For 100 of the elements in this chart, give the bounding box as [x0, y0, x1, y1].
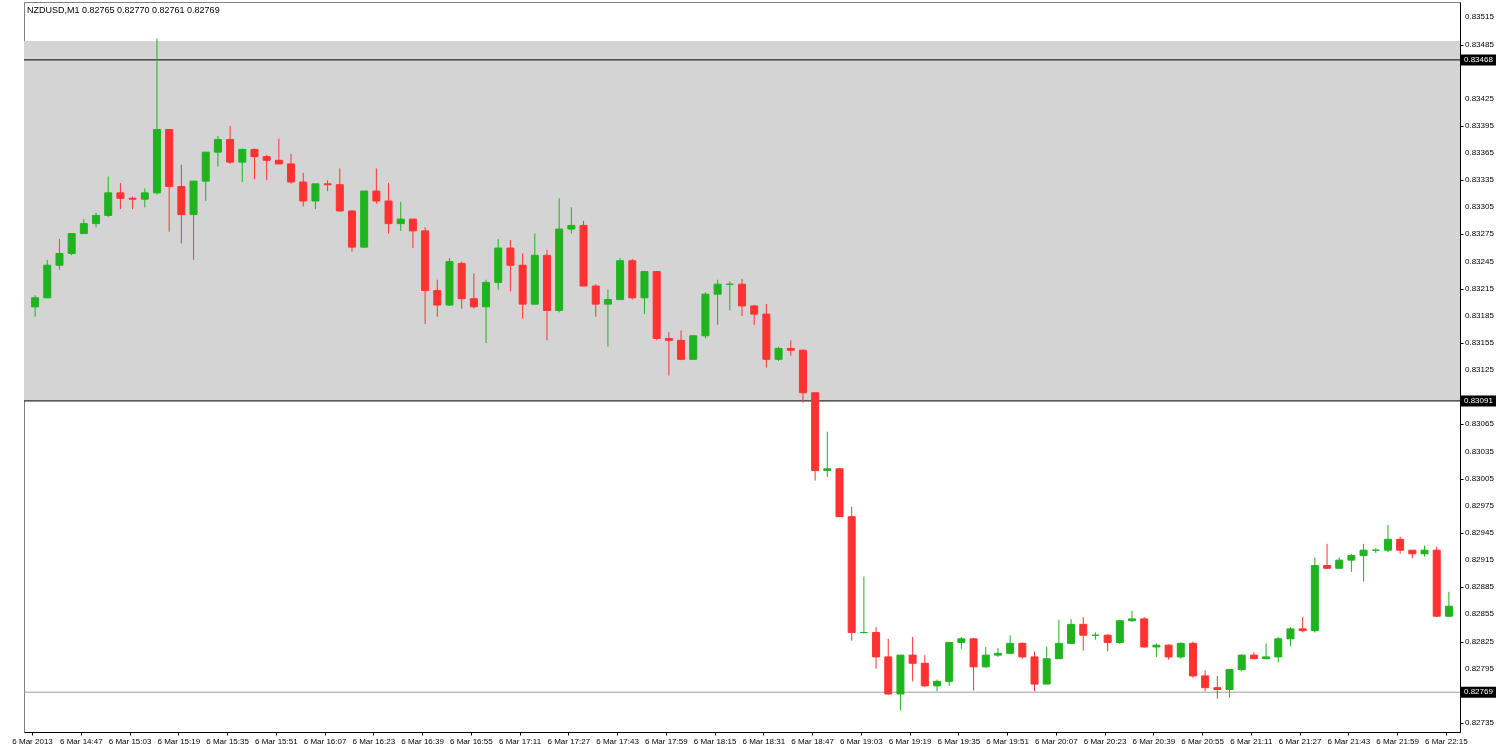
x-tick-label: 6 Mar 17:11: [499, 736, 542, 746]
x-tick-label: 6 Mar 18:47: [791, 736, 835, 746]
candlestick: [823, 431, 832, 478]
candlestick: [104, 176, 113, 218]
x-tick-label: 6 Mar 22:15: [1425, 736, 1469, 746]
candlestick: [433, 279, 442, 318]
candlestick: [506, 239, 515, 292]
candlestick: [738, 278, 746, 317]
candlestick: [213, 135, 222, 168]
y-tick-label: 0.82885: [1465, 582, 1495, 592]
candlestick: [116, 182, 125, 210]
candlestick: [226, 125, 235, 165]
candlestick: [287, 153, 296, 185]
candlestick: [1006, 634, 1015, 654]
candlestick: [1054, 619, 1063, 660]
candlestick: [1079, 616, 1088, 652]
y-tick-label: 0.83395: [1465, 120, 1495, 130]
x-tick-label: 6 Mar 14:47: [59, 736, 104, 746]
y-tick-label: 0.83215: [1465, 283, 1495, 293]
y-tick-label: 0.83125: [1465, 365, 1495, 375]
candlestick: [262, 154, 271, 181]
y-tick-label: 0.82975: [1465, 500, 1495, 510]
candlestick: [1201, 669, 1210, 692]
candlestick: [1225, 669, 1234, 699]
candlestick: [1383, 524, 1392, 553]
y-tick-label: 0.83485: [1465, 39, 1495, 49]
y-tick-label: 0.83305: [1465, 202, 1495, 212]
x-tick-label: 6 Mar 17:43: [596, 736, 640, 746]
x-tick-label: 6 Mar 15:51: [254, 736, 299, 746]
candlestick: [664, 331, 673, 377]
y-tick-label: 0.83065: [1465, 419, 1495, 429]
candlestick: [689, 334, 698, 360]
x-tick-label: 6 Mar 20:07: [1034, 736, 1079, 746]
x-tick-label: 6 Mar 16:23: [352, 736, 396, 746]
candlestick: [408, 218, 417, 249]
y-tick-label: 0.83185: [1465, 310, 1495, 320]
y-tick-label: 0.83005: [1465, 473, 1495, 483]
x-tick-label: 6 Mar 15:19: [157, 736, 201, 746]
candlestick: [603, 289, 612, 348]
x-tick-label: 6 Mar 2013: [12, 736, 54, 746]
y-tick-label: 0.83425: [1465, 93, 1495, 103]
x-tick-label: 6 Mar 19:19: [888, 736, 932, 746]
x-tick-label: 6 Mar 21:11: [1230, 736, 1273, 746]
candlestick: [140, 187, 149, 208]
candlestick: [299, 172, 308, 207]
candlestick: [908, 636, 917, 682]
candlestick: [1067, 618, 1076, 645]
x-tick-label: 6 Mar 17:27: [547, 736, 591, 746]
candlestick: [238, 148, 247, 183]
candlestick: [274, 138, 283, 165]
candlestick: [372, 167, 381, 205]
y-tick-label: 0.83275: [1465, 229, 1495, 239]
candlestick: [1444, 591, 1453, 618]
candlestick: [1286, 626, 1295, 647]
y-tick-label: 0.82855: [1465, 609, 1495, 619]
x-tick-label: 6 Mar 20:23: [1083, 736, 1127, 746]
x-tick-label: 6 Mar 21:59: [1376, 736, 1420, 746]
candlestick: [384, 182, 393, 235]
y-tick-label: 0.83035: [1465, 446, 1495, 456]
x-tick-label: 6 Mar 19:51: [986, 736, 1030, 746]
candlestick: [311, 183, 320, 210]
x-tick-label: 6 Mar 20:39: [1132, 736, 1176, 746]
x-tick-label: 6 Mar 16:55: [449, 736, 494, 746]
x-tick-label: 6 Mar 16:07: [303, 736, 347, 746]
candlestick: [750, 304, 759, 326]
x-tick-label: 6 Mar 17:59: [644, 736, 689, 746]
candlestick: [1213, 675, 1222, 700]
y-tick-label: 0.83335: [1465, 175, 1495, 185]
candlestick: [1323, 543, 1332, 570]
x-tick-label: 6 Mar 18:15: [693, 736, 737, 746]
candlestick: [591, 283, 600, 318]
candlestick: [713, 279, 722, 326]
x-tick-label: 6 Mar 21:27: [1278, 736, 1322, 746]
x-tick-label: 6 Mar 15:35: [206, 736, 250, 746]
candlestick: [469, 272, 478, 310]
candlestick: [67, 233, 76, 256]
candlestick: [1128, 610, 1137, 623]
y-tick-label: 0.82915: [1465, 555, 1495, 565]
y-tick-label: 0.82825: [1465, 636, 1495, 646]
candlestick: [993, 647, 1002, 658]
candlestick: [1262, 642, 1271, 660]
ref-line-label: 0.83091: [1464, 395, 1494, 405]
ref-line-label: 0.83468: [1464, 54, 1494, 64]
y-tick-label: 0.82945: [1465, 527, 1495, 537]
x-tick-label: 6 Mar 18:31: [742, 736, 786, 746]
candlestick: [677, 329, 686, 361]
y-tick-label: 0.83365: [1465, 148, 1495, 158]
ref-line-label: 0.82769: [1464, 687, 1494, 697]
x-tick-label: 6 Mar 16:39: [401, 736, 445, 746]
candlestick: [1347, 553, 1356, 573]
candlestick: [567, 206, 576, 235]
x-tick-label: 6 Mar 19:03: [839, 736, 884, 746]
y-tick-label: 0.83515: [1465, 12, 1495, 22]
y-tick-label: 0.82735: [1465, 717, 1495, 727]
y-tick-label: 0.83245: [1465, 256, 1495, 266]
y-tick-label: 0.83155: [1465, 338, 1495, 348]
candlestick: [31, 294, 40, 318]
x-tick-label: 6 Mar 15:03: [108, 736, 152, 746]
x-tick-label: 6 Mar 20:55: [1181, 736, 1225, 746]
candlestick: [981, 646, 990, 669]
